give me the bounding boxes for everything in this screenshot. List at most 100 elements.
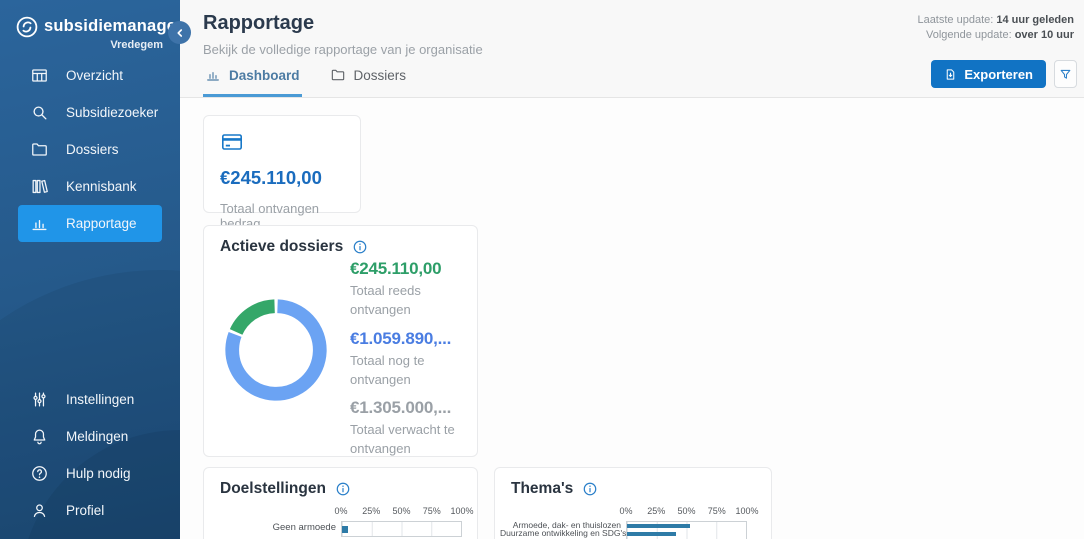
sidebar-item-label: Kennisbank (66, 179, 137, 194)
stat-label: Totaal verwacht te ontvangen (350, 422, 455, 457)
plot-area (626, 521, 747, 539)
bar-row (627, 530, 746, 538)
bar-row (627, 522, 746, 530)
main-content: Rapportage Bekijk de volledige rapportag… (180, 0, 1084, 539)
category-labels: Armoede, dak- en thuislozen Duurzame ontw… (500, 521, 626, 539)
themas-title: Thema's (511, 480, 574, 497)
bar (342, 525, 348, 533)
axis-tick: 50% (677, 506, 696, 516)
tab-dashboard-label: Dashboard (229, 67, 300, 83)
update-status: Laatste update: 14 uur geleden Volgende … (917, 13, 1074, 43)
sidebar-item-hulp-nodig[interactable]: Hulp nodig (18, 455, 162, 492)
search-icon (30, 103, 49, 122)
export-file-icon (944, 68, 957, 81)
stat-value: €245.110,00 (350, 259, 442, 278)
tab-bar: Dashboard Dossiers (203, 67, 408, 97)
filter-button[interactable] (1054, 60, 1077, 88)
category-labels: Geen armoede (211, 521, 341, 537)
axis-tick: 25% (647, 506, 666, 516)
stat-label: Totaal reeds ontvangen (350, 283, 421, 317)
sidebar-item-overzicht[interactable]: Overzicht (18, 57, 162, 94)
axis-tick: 100% (450, 506, 474, 516)
sidebar-nav-main: Overzicht Subsidiezoeker Dossiers Kennisban… (0, 57, 180, 242)
active-dossiers-header: Actieve dossiers (220, 238, 368, 256)
donut-chart (225, 299, 327, 401)
sidebar-watermark-circle (0, 270, 180, 539)
stat-value: €1.059.890,... (350, 328, 452, 348)
grid-icon (30, 66, 49, 85)
bar-chart-icon (30, 214, 49, 233)
sliders-icon (30, 390, 49, 409)
sidebar-item-rapportage[interactable]: Rapportage (18, 205, 162, 242)
brand: subsidiemanager Vredegem (0, 14, 180, 58)
folder-icon (30, 140, 49, 159)
category-label: Duurzame ontwikkeling en SDG's (500, 528, 627, 538)
themas-card: Thema's 0% 25% 50% 75% 100% Armoede, dak- en … (494, 467, 772, 539)
bar-chart-icon (205, 67, 221, 83)
export-button[interactable]: Exporteren (931, 60, 1046, 88)
total-received-card: €245.110,00 Totaal ontvangen bedrag (203, 115, 361, 231)
stat-label: Totaal nog te ontvangen (350, 352, 425, 387)
category-label: Armoede, dak- en thuislozen (512, 520, 621, 530)
sidebar-item-label: Subsidiezoeker (66, 105, 159, 120)
sidebar-item-subsidiezoeker[interactable]: Subsidiezoeker (18, 94, 162, 131)
sidebar-item-kennisbank[interactable]: Kennisbank (18, 168, 162, 205)
sidebar: subsidiemanager Vredegem Overzicht Subsid… (0, 0, 180, 539)
bell-icon (30, 427, 49, 446)
tab-dossiers-label: Dossiers (353, 67, 407, 83)
chevron-left-icon (174, 27, 186, 39)
bar-row (342, 522, 461, 536)
help-icon (30, 464, 49, 483)
sidebar-item-label: Hulp nodig (66, 466, 131, 481)
sidebar-collapse-button[interactable] (168, 21, 191, 44)
doelstellingen-card: Doelstellingen 0% 25% 50% 75% 100% Geen armoe… (203, 467, 478, 539)
next-update-line: Volgende update: over 10 uur (925, 28, 1074, 41)
active-dossiers-card: Actieve dossiers €245.110,00 Totaal reeds… (203, 225, 478, 457)
filter-funnel-icon (1059, 68, 1072, 81)
last-update-line: Laatste update: 14 uur geleden (917, 14, 1074, 26)
axis-tick: 0% (619, 506, 633, 516)
page-subtitle: Bekijk de volledige rapportage van je or… (203, 42, 483, 57)
axis-tick: 75% (707, 506, 726, 516)
bar (627, 524, 691, 528)
axis-tick: 0% (334, 506, 348, 516)
sidebar-item-label: Overzicht (66, 68, 124, 83)
axis-tick: 25% (362, 506, 381, 516)
subsidiemanager-logo-icon (15, 15, 39, 39)
x-axis-ticks: 0% 25% 50% 75% 100% (619, 506, 758, 521)
axis-tick: 100% (735, 506, 759, 516)
bar (627, 532, 676, 536)
user-icon (30, 501, 49, 520)
page-title: Rapportage (203, 12, 315, 34)
folder-icon (330, 67, 346, 83)
plot-area (341, 521, 462, 537)
axis-tick: 75% (422, 506, 441, 516)
tab-dossiers[interactable]: Dossiers (328, 67, 409, 97)
sidebar-nav-footer: Instellingen Meldingen Hulp nodig Profiel (0, 381, 180, 529)
info-icon[interactable] (582, 481, 598, 497)
sidebar-item-label: Profiel (66, 503, 105, 518)
x-axis-ticks: 0% 25% 50% 75% 100% (334, 506, 473, 521)
doelstellingen-title: Doelstellingen (220, 480, 326, 497)
active-dossiers-stats: €245.110,00 Totaal reeds ontvangen €1.059.… (350, 259, 472, 457)
themas-header: Thema's (511, 480, 598, 498)
doelstellingen-chart: 0% 25% 50% 75% 100% Geen armoede (211, 506, 474, 537)
tab-dashboard[interactable]: Dashboard (203, 67, 302, 97)
sidebar-item-label: Meldingen (66, 429, 129, 444)
sidebar-item-label: Dossiers (66, 142, 119, 157)
sidebar-item-meldingen[interactable]: Meldingen (18, 418, 162, 455)
info-icon[interactable] (335, 481, 351, 497)
donut-segment-reeds-ontvangen (225, 299, 327, 401)
sidebar-item-dossiers[interactable]: Dossiers (18, 131, 162, 168)
category-label: Geen armoede (272, 522, 336, 533)
total-received-value: €245.110,00 (220, 167, 322, 188)
sidebar-item-instellingen[interactable]: Instellingen (18, 381, 162, 418)
sidebar-item-label: Rapportage (66, 216, 137, 231)
info-icon[interactable] (352, 239, 368, 255)
sidebar-item-profiel[interactable]: Profiel (18, 492, 162, 529)
credit-card-icon (220, 130, 244, 154)
axis-tick: 50% (392, 506, 411, 516)
header-actions: Exporteren (931, 60, 1077, 88)
sidebar-item-label: Instellingen (66, 392, 135, 407)
